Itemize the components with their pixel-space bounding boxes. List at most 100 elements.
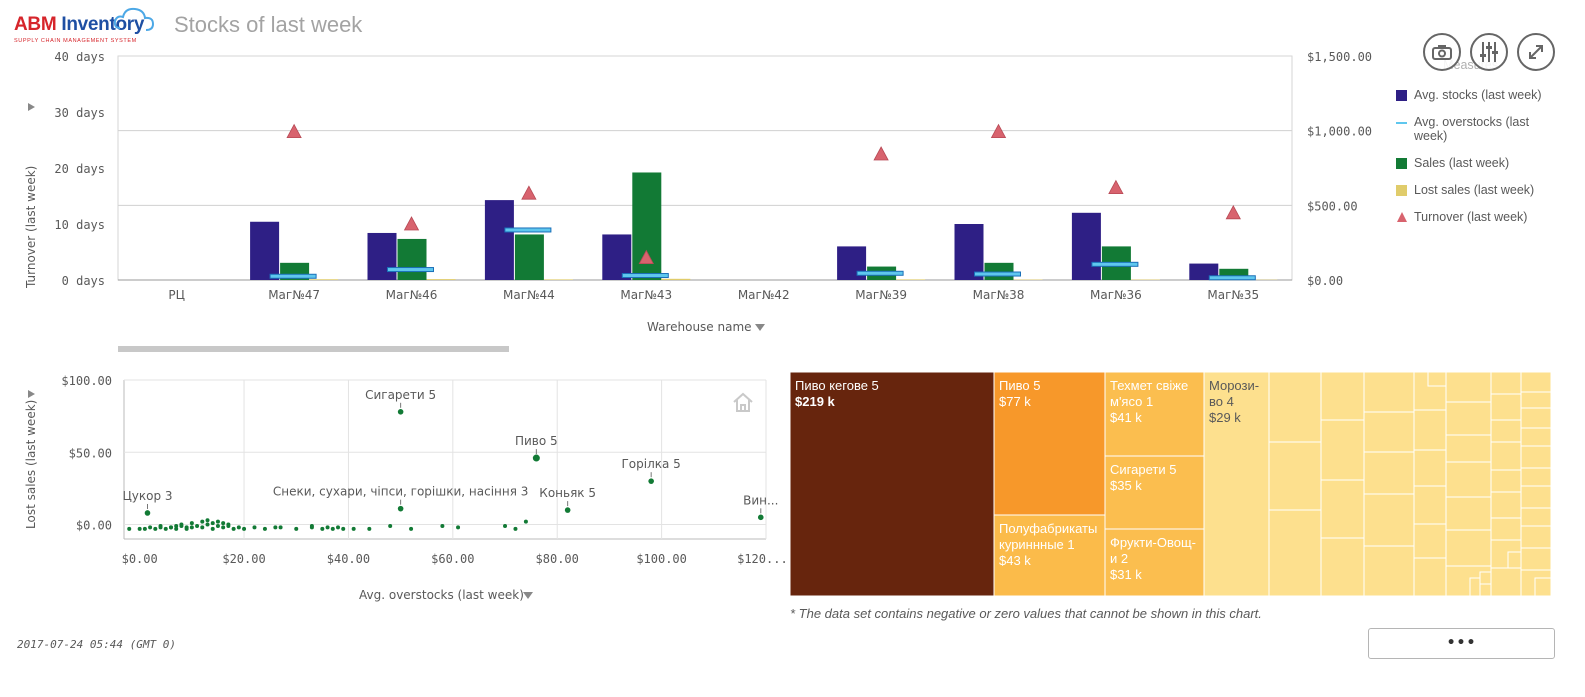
marker-turnover (638, 249, 654, 264)
treemap-cell-small (1520, 467, 1551, 487)
treemap-cell-small (1520, 427, 1551, 447)
treemap-cell-small (1320, 372, 1365, 421)
combo-x-tick: Маг№47 (268, 288, 320, 302)
scatter-y-axis-title[interactable]: Lost sales (last week) (24, 400, 38, 529)
scatter-point (200, 525, 205, 530)
combo-x-axis-title[interactable]: Warehouse name (647, 320, 752, 334)
scatter-x-caret-icon[interactable] (523, 592, 533, 599)
scatter-point-label: Горілка 5 (621, 457, 680, 471)
scatter-point (210, 526, 215, 531)
combo-x-tick: Маг№46 (386, 288, 438, 302)
combo-y-right-tick: $1,500.00 (1307, 52, 1372, 64)
cloud-logo-icon (113, 7, 155, 31)
logo-abm: ABM (14, 14, 57, 35)
treemap-cell-small (1490, 469, 1522, 493)
scatter-point (367, 526, 372, 531)
treemap-cell-small (1427, 372, 1447, 387)
treemap-cell-value: $35 k (1110, 478, 1142, 493)
treemap-cell-small (1363, 411, 1415, 453)
combo-y-left-axis: 40 days 30 days 20 days 10 days 0 days (54, 52, 105, 288)
treemap-cell-value: $31 k (1110, 567, 1142, 582)
combo-y-left-tick: 40 days (54, 52, 105, 64)
treemap-cell-small (1520, 525, 1551, 549)
scatter-point (336, 525, 340, 530)
treemap-cell-label: куриннные 1 (999, 537, 1075, 552)
scatter-point (168, 525, 173, 530)
treemap-cell-small (1520, 372, 1551, 393)
combo-x-tick: Маг№39 (855, 288, 907, 302)
bar-sales (397, 238, 427, 280)
treemap-cell[interactable]: Сигарети 5$35 k (1104, 455, 1205, 530)
scatter-point (221, 525, 226, 530)
combo-y-axis-title[interactable]: Turnover (last week) (24, 166, 38, 289)
treemap-cell-small (1320, 419, 1365, 481)
bar-avg-stocks (250, 221, 280, 280)
treemap-cell-small (1320, 537, 1365, 596)
treemap-cell-small (1469, 577, 1481, 596)
legend-item-lost-sales[interactable]: Lost sales (last week) (1392, 183, 1562, 197)
treemap-cell-rect (993, 514, 1106, 596)
marker-avg-overstocks (974, 271, 1021, 277)
treemap-cell-value: $29 k (1209, 410, 1241, 425)
more-button[interactable]: ••• (1368, 628, 1555, 659)
bar-lost-sales (661, 278, 691, 280)
treemap-cell-rect (1104, 372, 1205, 457)
fullscreen-button[interactable] (1517, 33, 1555, 71)
logo-inventory: Inventory (56, 14, 145, 35)
combo-x-axis: РЦ Маг№47 Маг№46 Маг№44 Маг№43 Маг№42 Маг№39 Ма… (168, 288, 1259, 302)
combo-y-caret-icon[interactable] (28, 103, 35, 111)
treemap-cell-small (1413, 523, 1447, 559)
treemap-cell-small (1363, 493, 1415, 547)
scatter-point (226, 523, 231, 528)
scatter-point (205, 518, 210, 523)
treemap-cell-rect (1203, 372, 1270, 596)
legend-item-avg-stocks[interactable]: Avg. stocks (last week) (1392, 88, 1562, 102)
scatter-y-caret-icon[interactable] (28, 390, 35, 398)
combo-chart: 40 days 30 days 20 days 10 days 0 days $1,50… (24, 52, 1372, 352)
scatter-x-axis-title[interactable]: Avg. overstocks (last week) (359, 588, 524, 602)
scatter-point (330, 526, 335, 531)
logo-subtitle: SUPPLY CHAIN MANAGEMENT SYSTEM (14, 38, 137, 44)
treemap-cell[interactable]: Пиво кегове 5$219 k (790, 372, 995, 596)
treemap-cell-small (1445, 401, 1492, 436)
treemap-cell[interactable]: Пиво 5$77 k (993, 372, 1106, 516)
scatter-point (351, 526, 356, 531)
bar-sales (984, 262, 1014, 280)
scatter-point (273, 525, 278, 530)
scatter-point (137, 526, 142, 531)
scatter-point (195, 523, 200, 528)
scatter-point (189, 525, 194, 530)
treemap-cell-small (1445, 372, 1492, 403)
combo-x-caret-icon[interactable] (755, 324, 765, 331)
treemap-cell-small (1413, 409, 1447, 451)
scatter-point-label: Вин... (743, 493, 778, 507)
combo-scrollbar[interactable] (118, 346, 509, 352)
legend-item-turnover[interactable]: Turnover (last week) (1392, 210, 1562, 224)
scatter-point (262, 526, 267, 531)
scatter-x-tick: $80.00 (536, 552, 579, 566)
treemap-cell-small (1520, 485, 1551, 509)
legend-item-sales[interactable]: Sales (last week) (1392, 156, 1562, 170)
marker-turnover (873, 146, 889, 161)
marker-avg-overstocks (269, 273, 317, 279)
scatter-point (153, 526, 158, 531)
treemap-cell[interactable]: Фрукти-Овощ-и 2$31 k (1104, 528, 1205, 596)
treemap-cell-small (1520, 547, 1551, 571)
treemap-cell[interactable]: Морози-во 4$29 k (1203, 372, 1270, 596)
settings-button[interactable] (1470, 33, 1508, 71)
bar-avg-stocks (367, 232, 397, 280)
scatter-point (158, 523, 163, 528)
scatter-point (341, 526, 346, 531)
snapshot-button[interactable] (1423, 33, 1461, 71)
treemap-cell-small (1363, 451, 1415, 495)
treemap-cell-small (1490, 491, 1522, 519)
combo-bars (250, 123, 1278, 281)
treemap-cell-small (1363, 545, 1415, 596)
home-icon[interactable] (733, 392, 753, 412)
scatter-point-label: Снеки, сухари, чіпси, горішки, насіння 3 (273, 485, 529, 499)
scatter-x-tick: $20.00 (222, 552, 265, 566)
legend-item-avg-overstocks[interactable]: Avg. overstocks (last week) (1392, 115, 1562, 143)
bar-lost-sales (426, 279, 456, 280)
